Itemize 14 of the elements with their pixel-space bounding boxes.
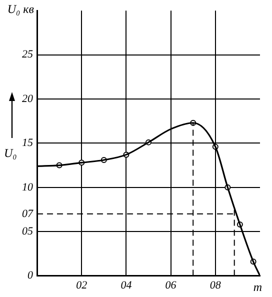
x-tick-label: 06: [165, 279, 177, 292]
text: U₀ кв: [7, 2, 34, 16]
y-tick-label: 0: [28, 270, 34, 282]
y-tick-label: 05: [22, 225, 34, 238]
y-tick-label: 20: [22, 92, 34, 105]
y-axis-title: U₀: [4, 146, 17, 161]
y-tick-label: 15: [22, 137, 34, 150]
y-tick-label: 07: [22, 208, 34, 220]
x-tick-label: 02: [76, 279, 88, 292]
x-tick-label: 04: [120, 279, 132, 292]
x-tick-label: 08: [210, 279, 222, 292]
y-tick-label: 25: [22, 48, 34, 61]
x-axis-title: m: [253, 280, 262, 294]
y-tick-label: 10: [22, 181, 34, 194]
